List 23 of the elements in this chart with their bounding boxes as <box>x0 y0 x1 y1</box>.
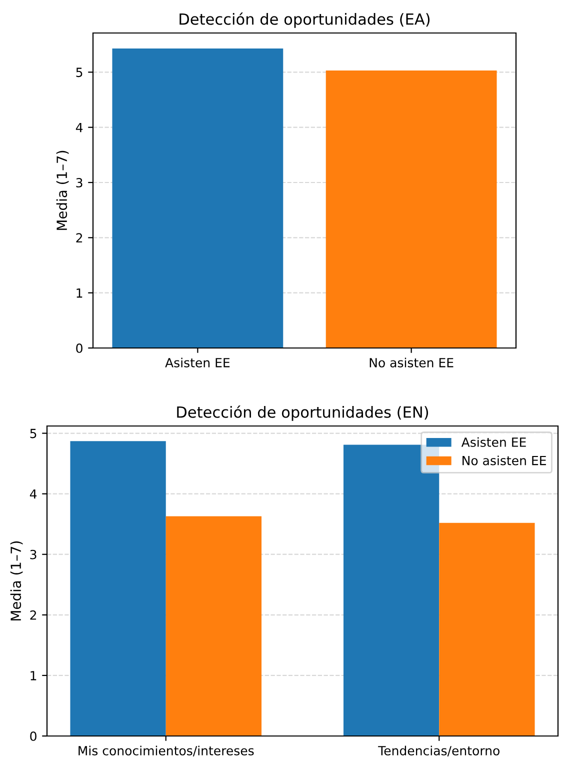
y-tick-label: 1 <box>30 671 36 680</box>
y-tick-label: 2 <box>76 233 82 242</box>
y-tick-label: 1 <box>76 288 82 298</box>
y-tick-label: 0 <box>76 343 82 353</box>
legend-label: Asisten EE <box>461 437 526 447</box>
y-axis-title: Media (1–7) <box>10 541 23 620</box>
x-tick-label: Tendencias/entorno <box>378 746 500 756</box>
x-tick-label: Mis conocimientos/intereses <box>78 746 254 756</box>
y-tick-label: 3 <box>30 550 36 560</box>
y-tick-label: 3 <box>76 178 82 188</box>
y-tick-label: 4 <box>30 489 37 499</box>
y-tick-label: 0 <box>30 731 36 741</box>
y-tick-label: 5 <box>30 428 36 438</box>
y-tick-label: 5 <box>76 68 82 78</box>
bar <box>166 516 262 736</box>
bar <box>439 522 535 736</box>
y-tick-label: 2 <box>30 610 36 620</box>
chart-title: Detección de oportunidades (EN) <box>177 405 428 421</box>
y-axis-title: Media (1–7) <box>56 150 69 230</box>
y-tick-label: 4 <box>76 122 83 132</box>
legend-label: No asisten EE <box>462 456 546 466</box>
chart-title: Detección de oportunidades (EA) <box>180 12 430 28</box>
bar <box>70 441 166 736</box>
